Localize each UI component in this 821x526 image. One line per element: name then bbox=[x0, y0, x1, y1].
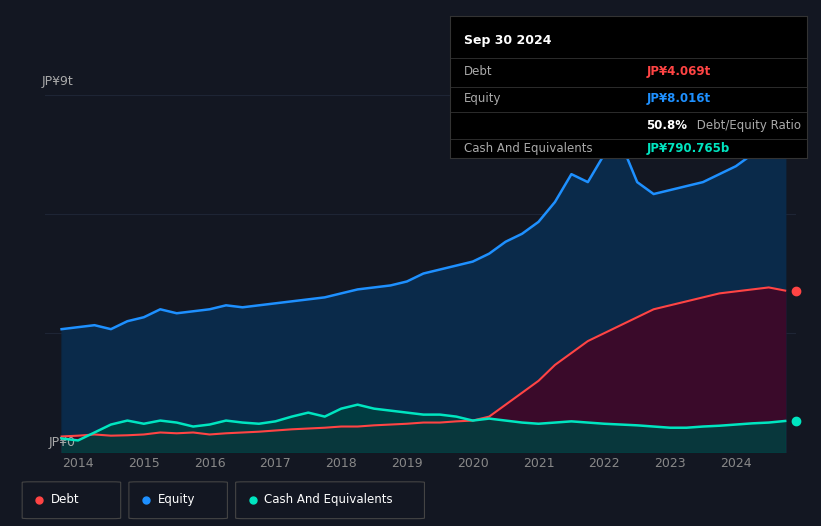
Text: JP¥9t: JP¥9t bbox=[41, 75, 73, 87]
Text: JP¥8.016t: JP¥8.016t bbox=[646, 92, 710, 105]
Text: 50.8%: 50.8% bbox=[646, 119, 687, 132]
Text: Sep 30 2024: Sep 30 2024 bbox=[464, 34, 552, 47]
Text: Equity: Equity bbox=[158, 493, 195, 506]
Text: Debt: Debt bbox=[464, 65, 493, 78]
Text: Debt/Equity Ratio: Debt/Equity Ratio bbox=[693, 119, 800, 132]
Text: JP¥790.765b: JP¥790.765b bbox=[646, 142, 730, 155]
Text: Cash And Equivalents: Cash And Equivalents bbox=[264, 493, 393, 506]
Text: Debt: Debt bbox=[51, 493, 80, 506]
Text: Cash And Equivalents: Cash And Equivalents bbox=[464, 142, 593, 155]
Text: JP¥4.069t: JP¥4.069t bbox=[646, 65, 711, 78]
Text: Equity: Equity bbox=[464, 92, 502, 105]
Text: JP¥0: JP¥0 bbox=[49, 436, 76, 449]
